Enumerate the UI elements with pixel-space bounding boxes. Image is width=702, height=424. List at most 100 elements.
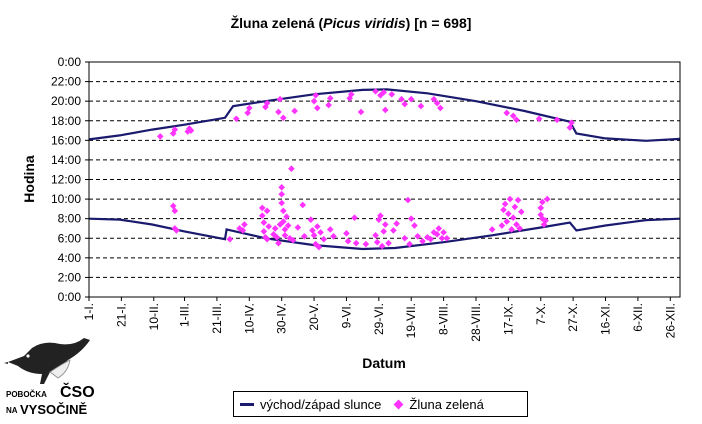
observation-point — [373, 238, 381, 246]
observation-point — [404, 196, 412, 204]
logo-line2: ČSO — [60, 384, 95, 401]
observation-point — [407, 95, 415, 103]
logo-line3: NA — [6, 406, 18, 415]
x-tick-label: 17-IX. — [501, 303, 515, 335]
x-tick-label: 8-VIII. — [437, 303, 451, 335]
observation-point — [498, 222, 506, 229]
observation-point — [357, 108, 365, 116]
observation-point — [294, 224, 302, 231]
observation-point — [352, 239, 360, 247]
observation-point — [508, 226, 515, 233]
observation-point — [260, 219, 268, 226]
y-tick-label: 20:00 — [51, 94, 81, 108]
observation-point — [276, 95, 284, 103]
observation-point — [226, 235, 234, 243]
observation-point — [435, 225, 443, 232]
observation-point — [553, 116, 561, 124]
observation-point — [241, 221, 248, 228]
observation-point — [424, 233, 431, 241]
x-tick-label: 6-XII. — [631, 303, 645, 332]
observation-point — [419, 237, 426, 245]
observation-point — [401, 100, 409, 108]
observation-point — [537, 204, 545, 212]
observation-point — [438, 234, 446, 242]
observation-point — [398, 95, 405, 103]
observation-point — [314, 104, 321, 112]
observation-point — [271, 225, 279, 232]
observation-point — [566, 124, 574, 131]
x-tick-label: 30-IV. — [275, 303, 289, 334]
observation-point — [320, 235, 328, 243]
observation-point — [568, 119, 575, 127]
observation-point — [278, 184, 285, 191]
chart-title: Žluna zelená (Picus viridis) [n = 698] — [230, 15, 472, 31]
diamond-marker-icon — [393, 399, 404, 409]
observation-point — [406, 240, 413, 248]
x-tick-label: 19-VII. — [404, 303, 418, 338]
observation-point — [514, 196, 522, 204]
observation-point — [380, 228, 387, 235]
y-tick-label: 2:00 — [58, 270, 82, 284]
observation-point — [263, 235, 271, 243]
x-tick-label: 26-XII. — [663, 303, 677, 338]
observation-point — [310, 232, 318, 239]
observation-point — [330, 232, 337, 240]
observation-point — [516, 225, 524, 232]
x-tick-label: 10-II. — [147, 303, 161, 330]
observation-point — [385, 239, 392, 247]
observation-point — [437, 104, 444, 112]
logo-line1: POBOČKA — [6, 390, 47, 399]
observation-point — [270, 231, 277, 238]
cso-logo: POBOČKA ČSO NA VYSOČINĚ — [4, 332, 96, 422]
title-main: Žluna zelená — [230, 15, 315, 31]
observation-point — [288, 165, 295, 173]
x-tick-label: 21-I. — [114, 303, 128, 327]
observation-point — [362, 240, 370, 248]
x-tick-label: 10-IV. — [242, 303, 256, 334]
plot-border — [88, 61, 681, 298]
observation-point — [263, 99, 271, 107]
observation-point — [535, 115, 543, 123]
observation-point — [382, 221, 389, 228]
observation-point — [326, 94, 334, 102]
observation-point — [291, 107, 298, 115]
observation-point — [380, 89, 387, 96]
observation-point — [299, 201, 307, 209]
observation-point — [411, 222, 418, 229]
observation-point — [307, 216, 315, 223]
x-tick-label: 29-VI. — [372, 303, 386, 335]
observation-point — [407, 215, 415, 222]
observation-point — [503, 109, 511, 117]
observation-point — [258, 204, 266, 212]
observation-point — [513, 221, 520, 228]
observation-point — [427, 235, 434, 243]
observation-point — [173, 227, 180, 234]
observation-point — [280, 218, 287, 225]
observation-point — [505, 210, 512, 218]
x-tick-label: 1-III. — [178, 303, 192, 327]
observation-point — [518, 208, 525, 216]
observation-point — [239, 227, 247, 234]
sunset-line — [88, 88, 681, 142]
observation-point — [414, 232, 421, 240]
observation-point — [171, 126, 179, 133]
x-tick-label: 28-VIII. — [469, 303, 483, 342]
observation-point — [393, 220, 400, 227]
observation-point — [433, 99, 441, 107]
x-tick-label: 21-III. — [210, 303, 224, 334]
observation-point — [440, 229, 447, 236]
observation-point — [325, 101, 332, 109]
y-tick-label: 6:00 — [58, 231, 82, 245]
observation-point — [388, 91, 396, 98]
observation-point — [260, 228, 268, 235]
observation-point — [430, 229, 438, 236]
y-tick-label: 22:00 — [51, 75, 81, 89]
y-tick-label: 0:00 — [58, 290, 82, 304]
observation-point — [315, 243, 323, 251]
observation-point — [262, 233, 269, 241]
observation-point — [286, 234, 294, 242]
observation-point — [314, 223, 321, 230]
title-species: Picus viridis — [323, 15, 406, 31]
observation-point — [344, 237, 352, 245]
observation-point — [509, 214, 517, 221]
